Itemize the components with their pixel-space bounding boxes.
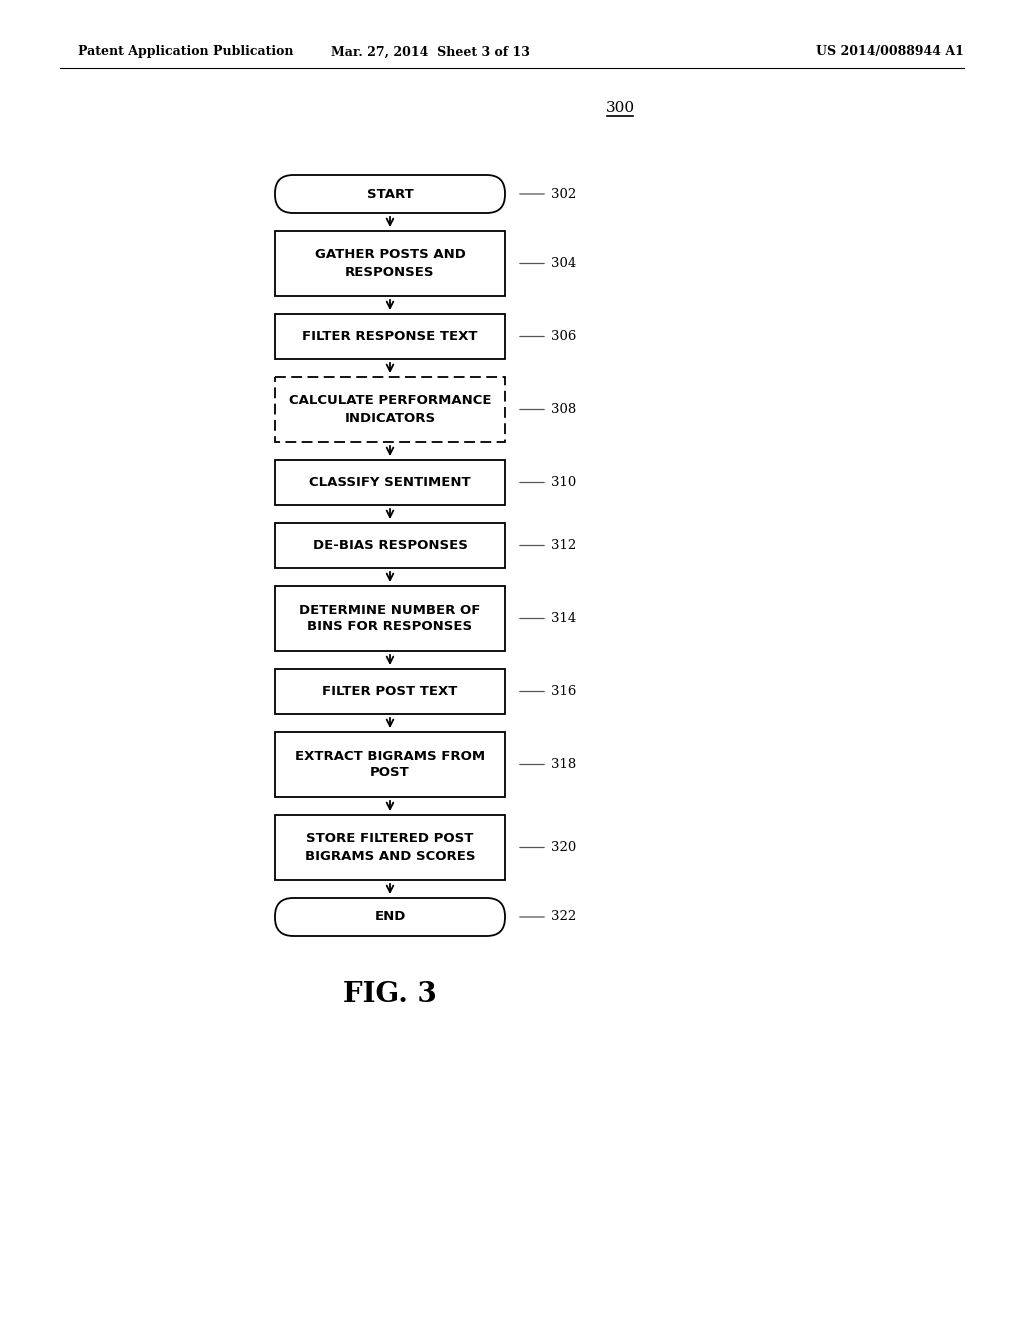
FancyBboxPatch shape [275, 176, 505, 213]
Bar [275, 586, 505, 651]
Bar [275, 314, 505, 359]
Text: 316: 316 [551, 685, 577, 698]
FancyBboxPatch shape [275, 898, 505, 936]
Text: 318: 318 [551, 758, 577, 771]
Text: 320: 320 [551, 841, 577, 854]
Text: END: END [375, 911, 406, 924]
Text: DETERMINE NUMBER OF
BINS FOR RESPONSES: DETERMINE NUMBER OF BINS FOR RESPONSES [299, 603, 480, 634]
Bar [275, 523, 505, 568]
Text: FIG. 3: FIG. 3 [343, 981, 437, 1008]
Text: EXTRACT BIGRAMS FROM
POST: EXTRACT BIGRAMS FROM POST [295, 750, 485, 780]
Text: 300: 300 [605, 102, 635, 115]
Text: FILTER RESPONSE TEXT: FILTER RESPONSE TEXT [302, 330, 478, 343]
Bar [275, 459, 505, 506]
Text: CLASSIFY SENTIMENT: CLASSIFY SENTIMENT [309, 477, 471, 488]
Bar [275, 733, 505, 797]
Text: 306: 306 [551, 330, 577, 343]
Text: US 2014/0088944 A1: US 2014/0088944 A1 [816, 45, 964, 58]
Text: 304: 304 [551, 257, 577, 271]
Text: START: START [367, 187, 414, 201]
Text: Mar. 27, 2014  Sheet 3 of 13: Mar. 27, 2014 Sheet 3 of 13 [331, 45, 529, 58]
Text: 322: 322 [551, 911, 577, 924]
Text: GATHER POSTS AND
RESPONSES: GATHER POSTS AND RESPONSES [314, 248, 466, 279]
Bar [275, 814, 505, 880]
Text: DE-BIAS RESPONSES: DE-BIAS RESPONSES [312, 539, 467, 552]
Text: Patent Application Publication: Patent Application Publication [78, 45, 294, 58]
Text: 310: 310 [551, 477, 577, 488]
Bar [275, 669, 505, 714]
Text: 302: 302 [551, 187, 577, 201]
Text: 314: 314 [551, 612, 577, 624]
Text: 308: 308 [551, 403, 577, 416]
Text: 312: 312 [551, 539, 577, 552]
Bar [275, 378, 505, 442]
Text: CALCULATE PERFORMANCE
INDICATORS: CALCULATE PERFORMANCE INDICATORS [289, 395, 492, 425]
Bar [275, 231, 505, 296]
Text: FILTER POST TEXT: FILTER POST TEXT [323, 685, 458, 698]
Text: STORE FILTERED POST
BIGRAMS AND SCORES: STORE FILTERED POST BIGRAMS AND SCORES [305, 833, 475, 862]
